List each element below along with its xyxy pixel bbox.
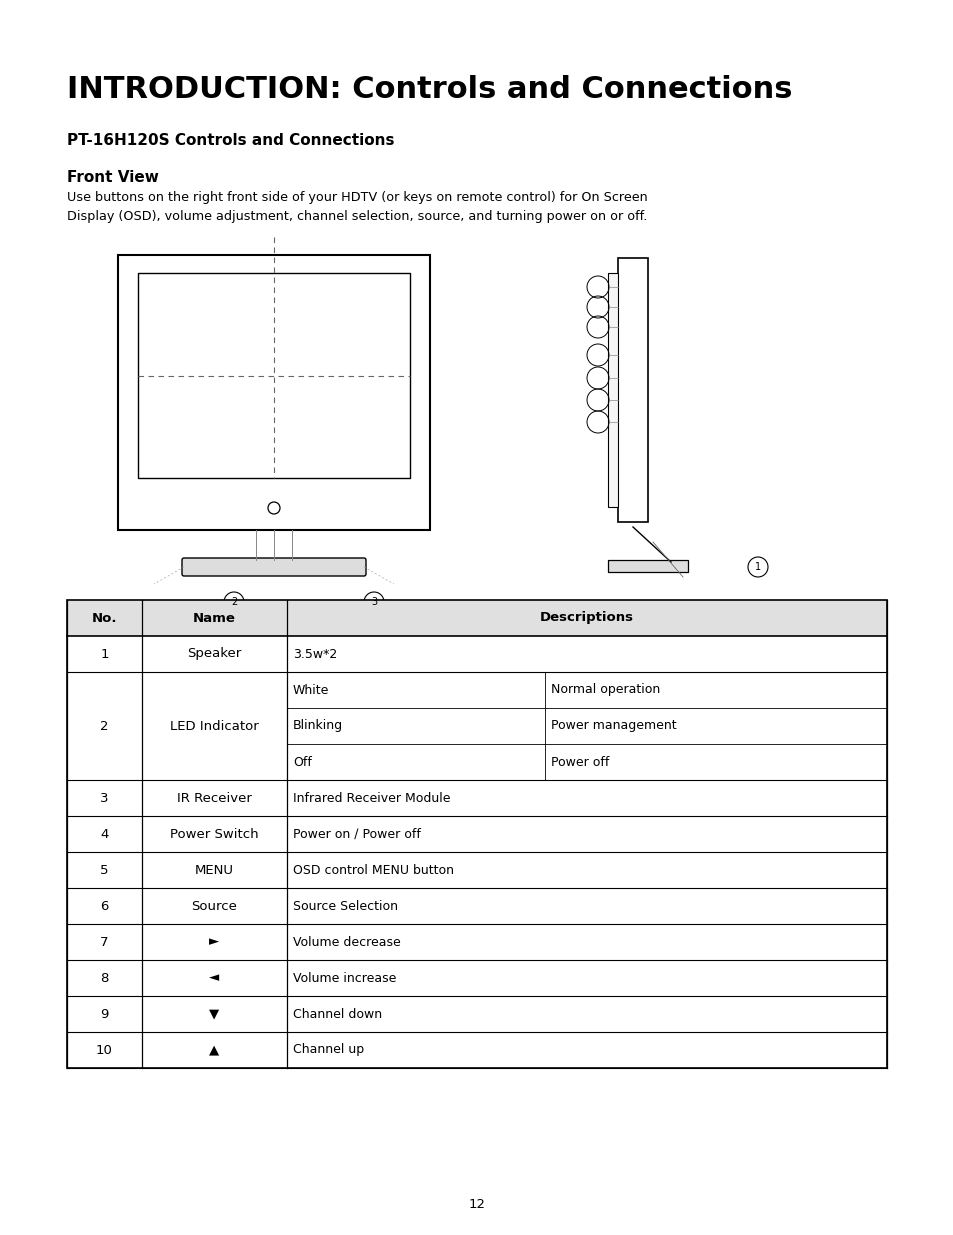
Text: ▲: ▲	[209, 1044, 219, 1056]
Text: Source Selection: Source Selection	[293, 899, 397, 913]
Text: 4: 4	[100, 827, 109, 841]
Text: 6: 6	[100, 899, 109, 913]
Text: Source: Source	[192, 899, 237, 913]
Text: Speaker: Speaker	[187, 647, 241, 661]
Text: No.: No.	[91, 611, 117, 625]
Text: OSD control MENU button: OSD control MENU button	[293, 863, 454, 877]
Text: 12: 12	[468, 1198, 485, 1212]
Text: 2: 2	[100, 720, 109, 732]
Text: 3: 3	[371, 597, 376, 606]
Bar	[118, 254, 430, 530]
Text: Normal operation: Normal operation	[551, 683, 659, 697]
Text: 1: 1	[754, 562, 760, 572]
Text: Use buttons on the right front side of your HDTV (or keys on remote control) for: Use buttons on the right front side of y…	[67, 191, 647, 224]
Text: Front View: Front View	[67, 170, 159, 185]
Text: 7: 7	[100, 935, 109, 948]
FancyBboxPatch shape	[182, 558, 366, 576]
Text: Name: Name	[193, 611, 235, 625]
Text: 1: 1	[100, 647, 109, 661]
Text: Power on ∕ Power off: Power on ∕ Power off	[293, 827, 420, 841]
Bar	[138, 273, 410, 478]
Bar	[607, 559, 687, 572]
Text: 5: 5	[100, 863, 109, 877]
Text: Power management: Power management	[551, 720, 676, 732]
Text: Channel up: Channel up	[293, 1044, 364, 1056]
Text: PT-16H120S Controls and Connections: PT-16H120S Controls and Connections	[67, 133, 395, 148]
Text: Power off: Power off	[551, 756, 609, 768]
Text: 2: 2	[231, 597, 237, 606]
Text: Infrared Receiver Module: Infrared Receiver Module	[293, 792, 450, 804]
Bar	[67, 600, 886, 636]
Text: Channel down: Channel down	[293, 1008, 382, 1020]
Text: Off: Off	[293, 756, 312, 768]
Bar	[618, 258, 647, 522]
Text: Power Switch: Power Switch	[170, 827, 258, 841]
Text: LED Indicator: LED Indicator	[170, 720, 258, 732]
Text: INTRODUCTION: Controls and Connections: INTRODUCTION: Controls and Connections	[67, 75, 792, 104]
Text: 10: 10	[96, 1044, 112, 1056]
Text: White: White	[293, 683, 329, 697]
Text: MENU: MENU	[194, 863, 233, 877]
Bar	[67, 600, 886, 1068]
Text: 9: 9	[100, 1008, 109, 1020]
Text: IR Receiver: IR Receiver	[177, 792, 252, 804]
Text: Descriptions: Descriptions	[539, 611, 634, 625]
Text: ◄: ◄	[209, 972, 219, 984]
Text: 3.5w*2: 3.5w*2	[293, 647, 337, 661]
Text: Volume decrease: Volume decrease	[293, 935, 400, 948]
Text: Volume increase: Volume increase	[293, 972, 395, 984]
Bar	[607, 273, 618, 508]
Text: ►: ►	[209, 935, 219, 948]
Text: ▼: ▼	[209, 1008, 219, 1020]
Text: 3: 3	[100, 792, 109, 804]
Text: Blinking: Blinking	[293, 720, 343, 732]
Text: 8: 8	[100, 972, 109, 984]
